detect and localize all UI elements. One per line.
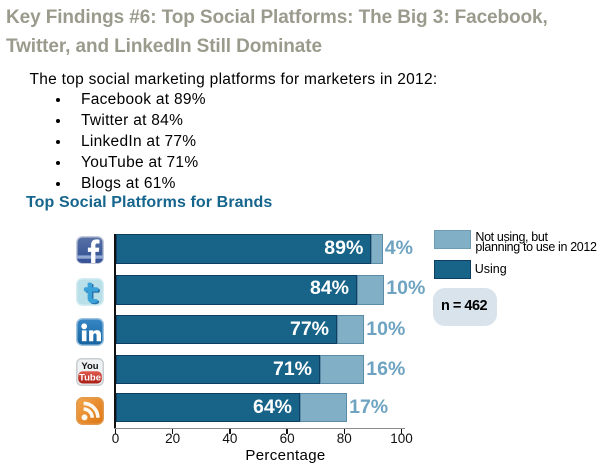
svg-text:You: You bbox=[81, 361, 98, 372]
svg-text:Tube: Tube bbox=[79, 372, 101, 383]
